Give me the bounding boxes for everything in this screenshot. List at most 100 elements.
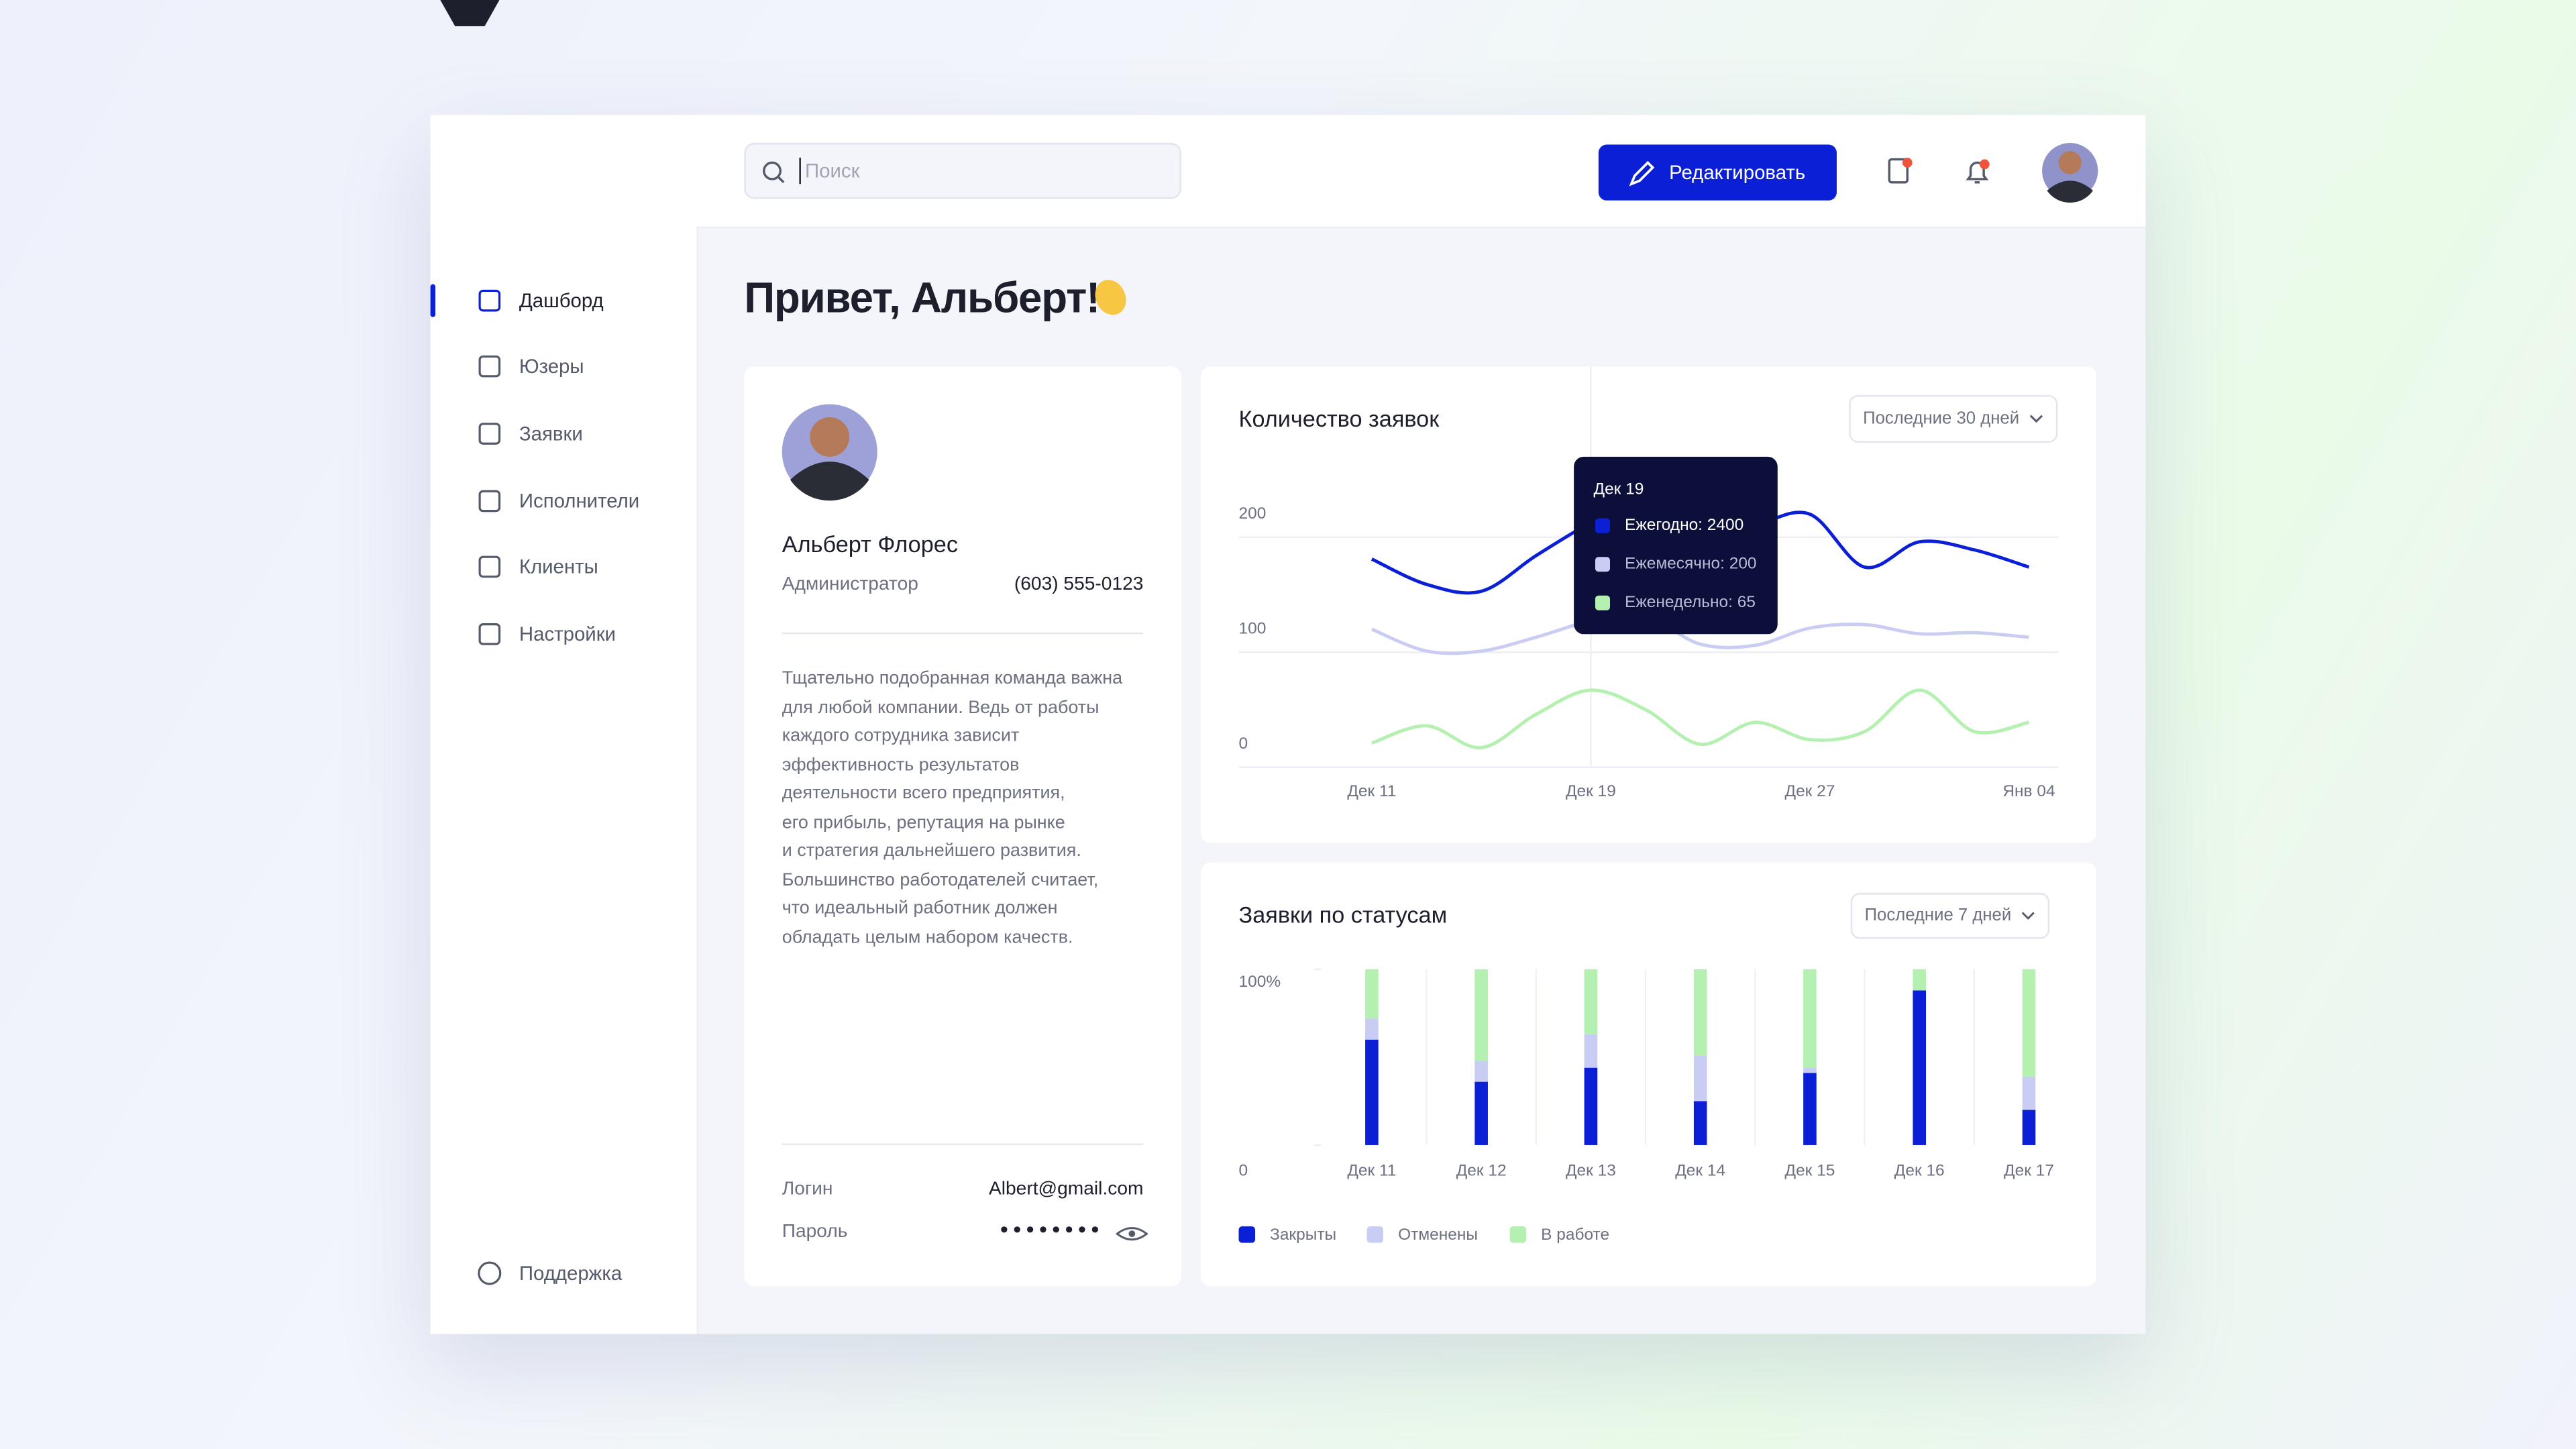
tooltip-swatch bbox=[1595, 518, 1611, 533]
search-icon bbox=[777, 176, 785, 184]
x-tick-label: Дек 17 bbox=[2004, 1162, 2054, 1180]
bar-segment bbox=[2022, 969, 2036, 1077]
bar-segment bbox=[1584, 1034, 1598, 1068]
search-placeholder: Поиск bbox=[805, 159, 860, 182]
bio-line: что идеальный работник должен bbox=[782, 898, 1058, 918]
bar-segment bbox=[2022, 1076, 2036, 1110]
bar-segment bbox=[1913, 990, 1927, 1145]
support-icon bbox=[478, 1261, 502, 1285]
nav-item[interactable]: Дашборд bbox=[519, 289, 604, 313]
nav-item[interactable]: Юзеры bbox=[519, 354, 584, 378]
profile-role: Администратор bbox=[782, 575, 918, 595]
legend-swatch bbox=[1509, 1226, 1527, 1243]
x-tick-label: Дек 19 bbox=[1566, 782, 1616, 800]
bar-segment bbox=[1693, 1055, 1707, 1102]
tooltip-item: Ежемесячно: 200 bbox=[1625, 555, 1757, 573]
period-label: Последние 30 дней bbox=[1863, 409, 2019, 427]
eye-icon[interactable] bbox=[1115, 1227, 1148, 1241]
nav-item[interactable]: Заявки bbox=[519, 422, 583, 445]
bar-segment bbox=[1913, 969, 1927, 991]
password-value: •••••••• bbox=[1000, 1216, 1104, 1242]
avatar-face bbox=[810, 417, 850, 457]
bar-segment bbox=[1803, 969, 1817, 1068]
period-dropdown[interactable] bbox=[1850, 893, 2050, 939]
bio-line: обладать целым набором качеств. bbox=[782, 927, 1073, 947]
bar-segment bbox=[1474, 1081, 1488, 1145]
nav-icon bbox=[478, 490, 501, 513]
active-indicator bbox=[430, 284, 435, 317]
tooltip-item: Ежегодно: 2400 bbox=[1625, 516, 1743, 534]
profile-phone: (603) 555-0123 bbox=[1014, 575, 1144, 595]
bar-segment bbox=[1474, 1061, 1488, 1082]
badge bbox=[1902, 158, 1913, 168]
bio-line: Тщательно подобранная команда важна bbox=[782, 668, 1123, 689]
bar-segment bbox=[1693, 1101, 1707, 1145]
bio-line: его прибыль, репутация на рынке bbox=[782, 812, 1065, 833]
nav-icon bbox=[478, 555, 501, 578]
nav-icon bbox=[478, 623, 501, 645]
tooltip-item: Еженедельно: 65 bbox=[1625, 593, 1756, 611]
edit-button-label: Редактировать bbox=[1669, 161, 1806, 184]
bio-line: каждого сотрудника зависит bbox=[782, 726, 1020, 746]
clipboard-icon[interactable] bbox=[1888, 158, 1909, 184]
profile-name: Альберт Флорес bbox=[782, 531, 958, 557]
bar-segment bbox=[1474, 969, 1488, 1061]
chevron bbox=[2029, 415, 2043, 423]
eye-icon bbox=[1128, 1230, 1136, 1238]
x-tick-label: Дек 11 bbox=[1347, 1162, 1396, 1180]
nav-icon bbox=[478, 423, 501, 445]
avatar-body bbox=[2047, 180, 2094, 203]
nav-item[interactable]: Клиенты bbox=[519, 555, 598, 579]
password-label: Пароль bbox=[782, 1222, 848, 1242]
bio-line: для любой компании. Ведь от работы bbox=[782, 697, 1099, 717]
bar-segment bbox=[1803, 1073, 1817, 1145]
legend-swatch bbox=[1238, 1226, 1256, 1243]
legend-label: В работе bbox=[1541, 1226, 1609, 1244]
chevron bbox=[2021, 912, 2035, 920]
period-label: Последние 7 дней bbox=[1865, 906, 2012, 924]
tooltip-swatch bbox=[1595, 557, 1611, 572]
search-box[interactable] bbox=[744, 143, 1181, 199]
bar-segment bbox=[2022, 1110, 2036, 1145]
search-icon bbox=[763, 161, 782, 180]
divider bbox=[782, 1143, 1144, 1145]
tooltip-title: Дек 19 bbox=[1594, 480, 1644, 498]
x-tick-label: Дек 16 bbox=[1894, 1162, 1945, 1180]
legend-label: Отменены bbox=[1398, 1226, 1478, 1244]
clap-emoji bbox=[1095, 280, 1126, 315]
divider bbox=[782, 632, 1144, 635]
avatar-face bbox=[2058, 151, 2082, 174]
nav-item[interactable]: Исполнители bbox=[519, 489, 640, 513]
x-tick-label: Янв 04 bbox=[2002, 782, 2055, 800]
x-tick-label: Дек 11 bbox=[1347, 782, 1396, 800]
bar-segment bbox=[1693, 969, 1707, 1056]
bar-segment bbox=[1584, 969, 1598, 1034]
bio-line: деятельности всего предприятия, bbox=[782, 784, 1065, 804]
bio-line: и стратегия дальнейшего развития. bbox=[782, 841, 1081, 861]
bar-segment bbox=[1365, 1039, 1379, 1145]
line-series bbox=[1371, 688, 2030, 749]
y-tick-label: 0 bbox=[1239, 735, 1248, 753]
x-tick-label: Дек 14 bbox=[1675, 1162, 1725, 1180]
nav-item[interactable]: Настройки bbox=[519, 623, 616, 646]
period-dropdown[interactable] bbox=[1849, 394, 2058, 443]
legend-label: Закрыты bbox=[1270, 1226, 1336, 1244]
nav-icon bbox=[478, 289, 501, 312]
line-series bbox=[1371, 613, 2029, 655]
tooltip bbox=[1574, 456, 1778, 635]
bar-segment bbox=[1365, 1018, 1379, 1040]
y-tick-label: 200 bbox=[1239, 504, 1267, 523]
bell-icon[interactable] bbox=[1966, 161, 1989, 184]
tooltip-swatch bbox=[1595, 595, 1611, 610]
support-link[interactable]: Поддержка bbox=[519, 1261, 623, 1285]
chart-title: Заявки по статусам bbox=[1239, 903, 1448, 928]
bar-segment bbox=[1365, 969, 1379, 1019]
badge bbox=[1980, 159, 1990, 170]
edit-icon bbox=[1629, 160, 1655, 186]
logo bbox=[440, 0, 500, 27]
chart-title: Количество заявок bbox=[1239, 407, 1440, 432]
login-label: Логин bbox=[782, 1179, 833, 1199]
legend-swatch bbox=[1366, 1226, 1384, 1243]
